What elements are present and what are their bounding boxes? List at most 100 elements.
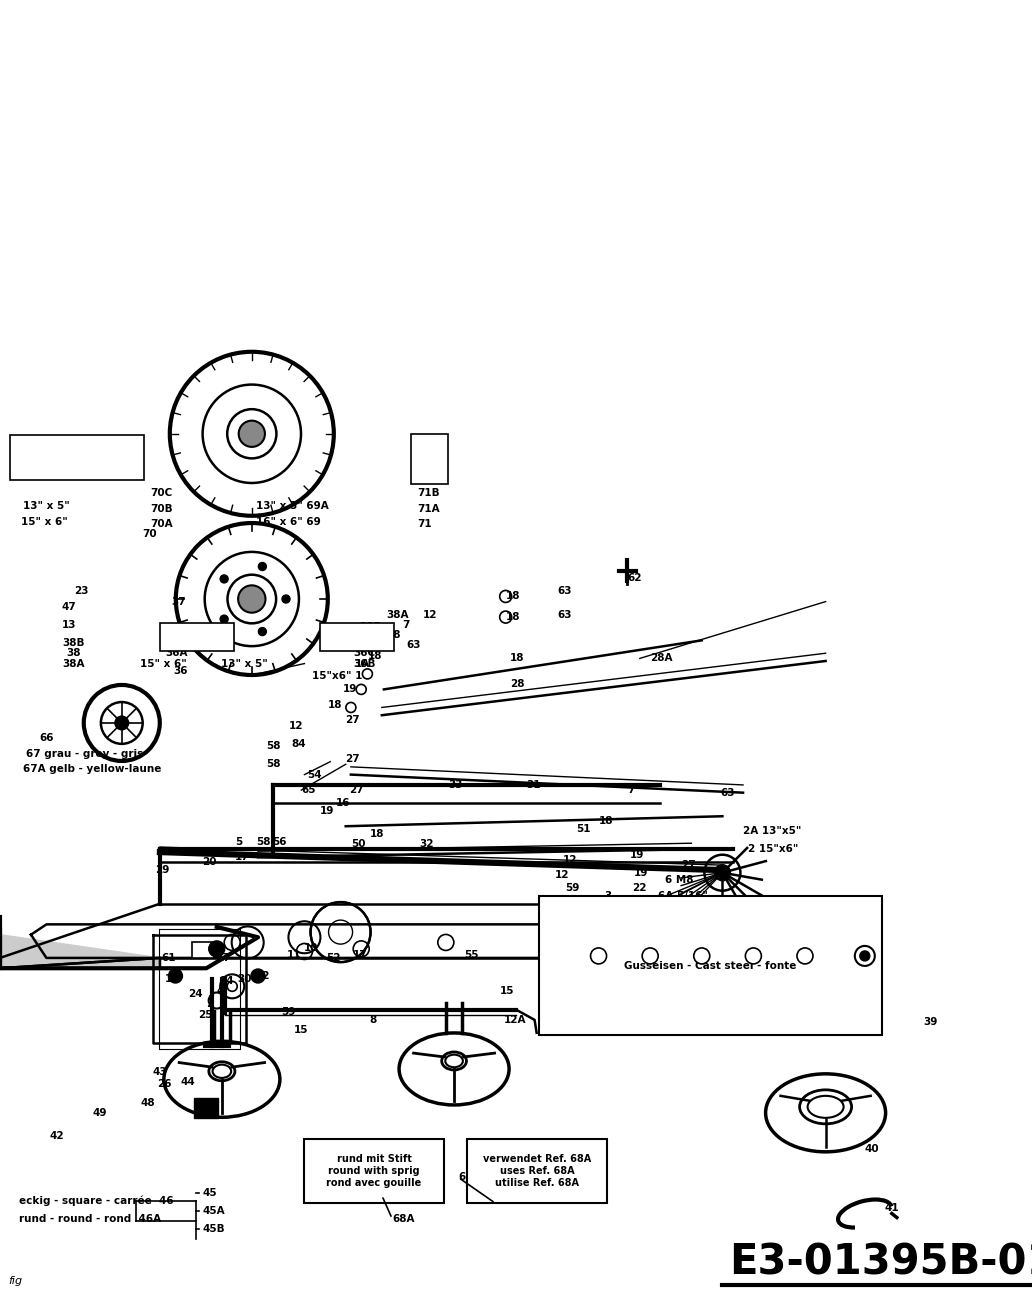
Circle shape: [705, 855, 740, 891]
Text: 38: 38: [66, 648, 80, 658]
Text: 48: 48: [140, 1097, 155, 1108]
Text: 19: 19: [634, 868, 648, 878]
Circle shape: [860, 951, 870, 961]
Text: 71B: 71B: [417, 488, 440, 498]
Text: 58: 58: [266, 759, 281, 769]
Text: 70B: 70B: [151, 503, 173, 514]
Circle shape: [238, 585, 265, 613]
Text: 49: 49: [93, 1108, 107, 1118]
Text: 12: 12: [289, 720, 303, 731]
Text: 5: 5: [235, 837, 243, 847]
Text: 58: 58: [256, 837, 270, 847]
Text: 52: 52: [326, 953, 341, 963]
Text: 71: 71: [417, 519, 431, 529]
Text: 2A 13"x5": 2A 13"x5": [743, 826, 802, 837]
Text: 19: 19: [630, 849, 644, 860]
Text: 13" x 5": 13" x 5": [221, 658, 267, 669]
Text: 18: 18: [369, 829, 384, 839]
Text: 18: 18: [506, 612, 520, 622]
Text: 37: 37: [171, 596, 186, 607]
Text: 7: 7: [627, 785, 635, 795]
Text: rund - round - rond  46A: rund - round - rond 46A: [19, 1214, 161, 1224]
Text: 70: 70: [142, 529, 157, 540]
Text: 9A 5/16": 9A 5/16": [604, 932, 653, 942]
Text: 7: 7: [402, 620, 410, 630]
Text: 2 15"x6": 2 15"x6": [748, 844, 799, 855]
Text: 18: 18: [367, 651, 382, 661]
Text: 59: 59: [566, 883, 580, 893]
Ellipse shape: [694, 948, 710, 964]
Text: 62: 62: [627, 573, 642, 584]
Ellipse shape: [590, 948, 607, 964]
Ellipse shape: [642, 948, 658, 964]
Text: 15" x 6": 15" x 6": [21, 516, 67, 527]
Circle shape: [220, 615, 228, 624]
Text: 45: 45: [202, 1188, 217, 1198]
Circle shape: [282, 595, 290, 603]
Circle shape: [714, 865, 731, 880]
Text: 16" x 6" 69: 16" x 6" 69: [256, 516, 321, 527]
Text: 11: 11: [287, 950, 301, 961]
Text: eckig - square - carrée  46: eckig - square - carrée 46: [19, 1195, 173, 1206]
Text: 18: 18: [599, 816, 613, 826]
Circle shape: [115, 717, 129, 729]
Text: 4: 4: [217, 986, 224, 997]
Text: 70A: 70A: [151, 519, 173, 529]
Text: 58: 58: [266, 741, 281, 751]
Text: 15: 15: [294, 1025, 309, 1035]
Text: 12: 12: [423, 609, 438, 620]
Text: 18: 18: [506, 591, 520, 602]
Text: 70C: 70C: [151, 488, 173, 498]
Text: 15: 15: [499, 986, 514, 997]
Text: 23: 23: [74, 586, 89, 596]
Text: 22: 22: [633, 883, 647, 893]
Text: 25: 25: [198, 1010, 213, 1020]
Text: 17: 17: [235, 852, 250, 862]
Text: 61: 61: [161, 953, 175, 963]
Polygon shape: [0, 935, 160, 968]
Text: 50: 50: [351, 839, 365, 849]
Text: 31: 31: [628, 963, 643, 973]
Text: 12: 12: [555, 870, 570, 880]
Text: 32: 32: [419, 839, 433, 849]
Text: 39: 39: [924, 1017, 938, 1028]
Bar: [539, 896, 882, 1035]
Text: 29: 29: [155, 865, 169, 875]
Text: 65: 65: [301, 785, 316, 795]
Text: 35B: 35B: [741, 961, 764, 971]
Text: 63: 63: [557, 609, 572, 620]
Text: 38: 38: [386, 630, 400, 640]
Text: 19: 19: [165, 973, 180, 984]
Text: 63: 63: [557, 586, 572, 596]
Text: 13" x 5": 13" x 5": [326, 638, 373, 648]
Text: 54: 54: [308, 769, 322, 780]
Text: 15" x 6": 15" x 6": [140, 658, 187, 669]
Text: 68A: 68A: [392, 1214, 415, 1224]
Text: 19: 19: [343, 684, 357, 695]
Text: 59: 59: [281, 1007, 295, 1017]
Text: 51: 51: [824, 958, 838, 968]
Text: 55: 55: [464, 950, 479, 961]
Text: 12A: 12A: [504, 1015, 526, 1025]
Text: 22: 22: [573, 899, 587, 909]
Text: 84: 84: [291, 738, 305, 749]
Text: 19: 19: [320, 806, 334, 816]
Bar: [194, 1097, 219, 1118]
Text: 66: 66: [39, 733, 54, 744]
Text: 1A: 1A: [355, 658, 370, 669]
Circle shape: [208, 941, 225, 957]
Text: 3: 3: [605, 891, 612, 901]
Text: 33: 33: [448, 780, 462, 790]
Text: 67 grau - grey - gris: 67 grau - grey - gris: [26, 749, 143, 759]
Text: 17: 17: [353, 950, 367, 961]
Text: 45B: 45B: [202, 1224, 225, 1234]
Text: 68: 68: [458, 1172, 473, 1183]
Text: 47: 47: [62, 602, 76, 612]
Circle shape: [168, 970, 183, 982]
Text: 18: 18: [510, 653, 524, 664]
Text: 71A: 71A: [417, 503, 440, 514]
Text: 36B: 36B: [353, 658, 376, 669]
Text: 34: 34: [677, 994, 691, 1004]
Text: 13" x 5" 69A: 13" x 5" 69A: [256, 501, 328, 511]
Text: fig: fig: [8, 1276, 23, 1286]
